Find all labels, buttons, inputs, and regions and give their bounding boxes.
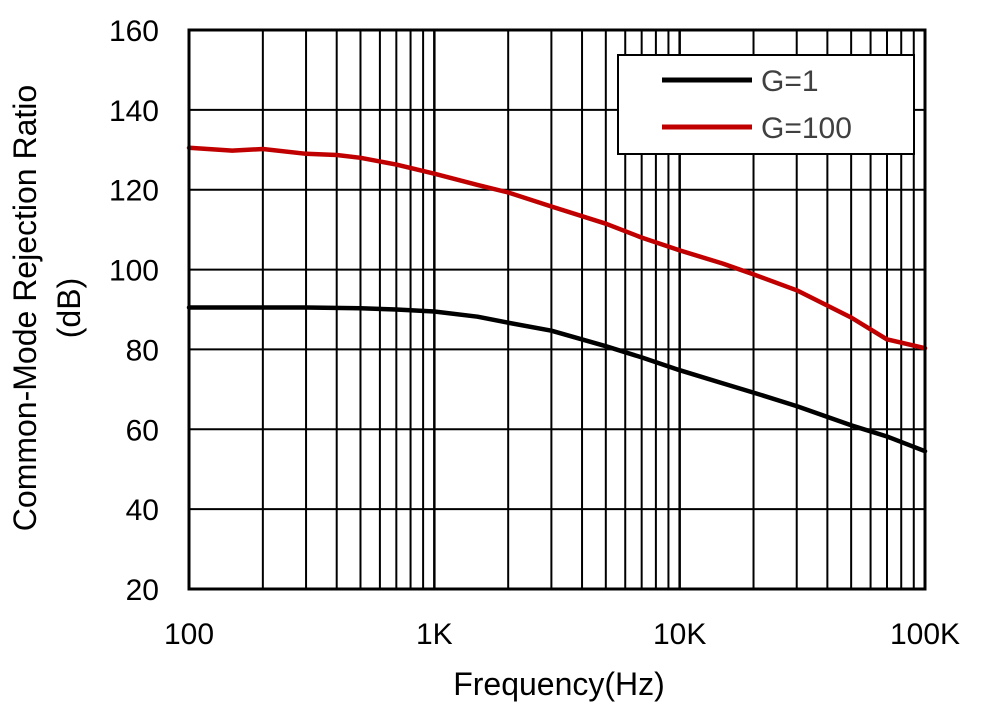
x-tick-label: 100K [890,618,960,651]
plot-frame [187,28,927,591]
y-tick-label: 160 [109,15,159,48]
x-tick-label: 100 [164,618,214,651]
y-axis-title-line2: (dB) [51,278,87,338]
y-tick-label: 20 [126,574,159,607]
x-axis-title: Frequency(Hz) [453,666,665,702]
legend-label-g1: G=1 [761,65,819,98]
x-tick-labels: 100 1K 10K 100K [164,618,960,651]
y-tick-label: 100 [109,255,159,288]
x-tick-label: 10K [653,618,706,651]
series-lines [186,145,928,454]
y-tick-label: 40 [126,494,159,527]
grid [187,29,925,590]
series-line-g100 [186,145,928,351]
y-tick-label: 60 [126,414,159,447]
legend-box [617,54,915,155]
y-tick-label: 140 [109,95,159,128]
series-line-g1 [186,305,928,454]
legend: G=1 G=100 [617,54,915,155]
y-tick-labels: 20 40 60 80 100 120 140 160 [109,15,159,607]
y-tick-label: 80 [126,334,159,367]
y-tick-label: 120 [109,175,159,208]
y-axis-title-line1: Common-Mode Rejection Ratio [7,85,43,531]
legend-label-g100: G=100 [761,112,852,145]
x-tick-label: 1K [416,618,453,651]
